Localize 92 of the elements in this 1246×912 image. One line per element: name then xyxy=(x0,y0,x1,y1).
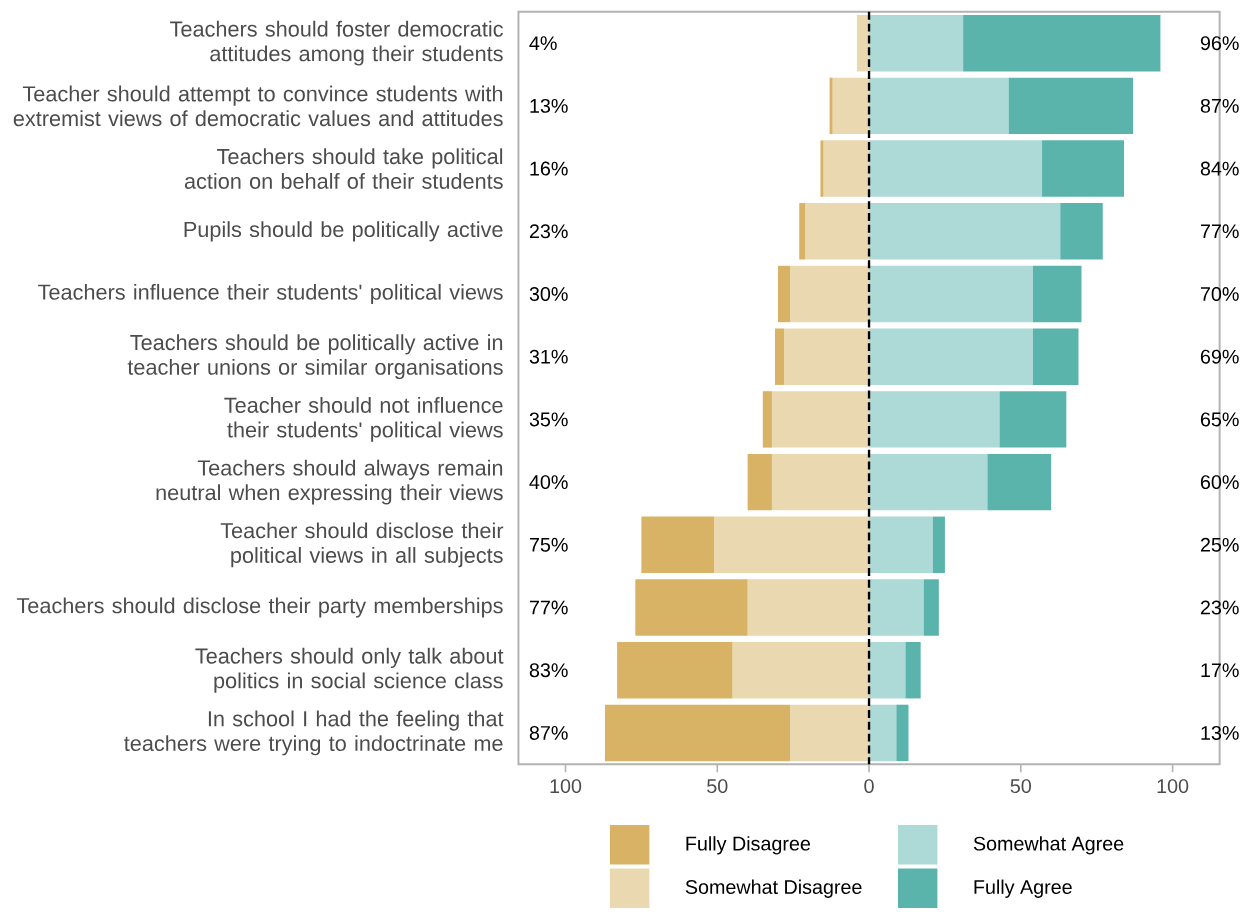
bar xyxy=(869,579,924,636)
y-tick-label: Teachers should always remain neutral when expressing their views xyxy=(156,459,503,505)
bar xyxy=(1032,265,1082,323)
annotation: 13% xyxy=(530,99,568,113)
annotation: 83% xyxy=(529,663,568,678)
x-tick-label: 50 xyxy=(1010,779,1032,794)
y-tick-label: Teachers should only talk about politics in social science class xyxy=(195,647,504,693)
bar xyxy=(869,704,897,762)
bar xyxy=(832,77,870,135)
annotation: 75% xyxy=(529,537,568,552)
bar xyxy=(1032,328,1079,386)
y-tick-label: Teachers should foster democratic attitudes among their students xyxy=(170,20,503,66)
bar xyxy=(762,391,772,448)
annotation: 35% xyxy=(529,412,568,427)
bar xyxy=(869,642,906,699)
x-tick-label: 50 xyxy=(707,779,728,794)
annotation: 77% xyxy=(529,600,568,615)
legend-label: Somewhat Disagree xyxy=(685,879,862,898)
annotation: 84% xyxy=(1200,161,1239,176)
bar xyxy=(1008,77,1134,135)
bar xyxy=(923,579,939,636)
bar xyxy=(747,453,772,511)
annotation: 4% xyxy=(529,36,557,51)
y-tick-label: Teachers should disclose their party memberships xyxy=(16,597,503,618)
bar xyxy=(617,642,733,699)
bar xyxy=(714,516,870,574)
y-tick-label: Pupils should be politically active xyxy=(184,221,503,242)
bar xyxy=(829,77,833,135)
bar xyxy=(641,516,715,574)
y-tick-label: Teacher should attempt to convince students with extremist views of democratic values and attitudes xyxy=(13,85,503,127)
bar xyxy=(869,140,1043,197)
bar xyxy=(777,265,791,323)
bar xyxy=(604,704,791,762)
annotation: 31% xyxy=(529,349,568,364)
bar xyxy=(856,15,870,72)
annotation: 17% xyxy=(1201,663,1239,678)
bar xyxy=(805,203,870,260)
bar xyxy=(771,391,870,448)
annotation: 87% xyxy=(1200,99,1239,113)
bar xyxy=(869,203,1061,260)
annotation: 23% xyxy=(529,224,568,239)
legend-label: Fully Disagree xyxy=(686,836,810,855)
x-tick-label: 0 xyxy=(864,779,874,794)
bar xyxy=(732,642,870,699)
y-tick-label: Teacher should not influence their students' political views xyxy=(224,397,503,442)
bar xyxy=(1060,203,1103,260)
bar xyxy=(987,453,1052,511)
annotation: 40% xyxy=(529,475,568,490)
bar xyxy=(869,328,1033,386)
bar xyxy=(999,391,1067,448)
bar xyxy=(635,579,748,636)
bar xyxy=(869,77,1009,135)
bar xyxy=(790,704,870,762)
bar xyxy=(820,140,824,197)
bar xyxy=(784,328,870,386)
bar xyxy=(869,265,1033,323)
bar xyxy=(1042,140,1125,197)
annotation: 65% xyxy=(1200,412,1239,427)
x-tick-label: 100 xyxy=(550,779,582,794)
legend-label: Fully Agree xyxy=(974,879,1072,898)
bar xyxy=(869,453,988,511)
annotation: 16% xyxy=(530,161,568,176)
x-tick-label: 100 xyxy=(1157,779,1189,794)
bar xyxy=(932,516,945,574)
annotation: 30% xyxy=(529,287,568,302)
bar xyxy=(896,704,909,762)
bar xyxy=(869,516,933,574)
annotation: 69% xyxy=(1200,349,1239,364)
bar xyxy=(823,140,870,197)
annotation: 25% xyxy=(1200,537,1239,552)
bar xyxy=(790,265,870,323)
bar xyxy=(747,579,870,636)
legend-label: Somewhat Agree xyxy=(973,836,1124,855)
annotation: 23% xyxy=(1200,600,1239,615)
annotation: 77% xyxy=(1200,224,1239,239)
bar xyxy=(905,642,921,699)
bar xyxy=(774,328,785,386)
annotation: 96% xyxy=(1200,36,1239,51)
y-tick-label: Teachers should be politically active in teacher unions or similar organisations xyxy=(127,334,503,380)
bar xyxy=(869,15,964,72)
annotation: 13% xyxy=(1201,726,1239,740)
bar xyxy=(771,453,870,511)
bar xyxy=(963,15,1161,72)
y-tick-label: Teachers influence their students' political views xyxy=(38,283,503,305)
annotation: 60% xyxy=(1200,475,1239,490)
bar xyxy=(869,391,1000,448)
y-tick-label: In school I had the feeling that teachers were trying to indoctrinate me xyxy=(124,710,504,756)
y-tick-label: Teacher should disclose their political views in all subjects xyxy=(220,522,504,568)
bar xyxy=(799,203,806,260)
annotation: 70% xyxy=(1200,287,1239,302)
y-tick-label: Teachers should take political action on behalf of their students xyxy=(184,148,503,189)
annotation: 87% xyxy=(529,726,568,740)
